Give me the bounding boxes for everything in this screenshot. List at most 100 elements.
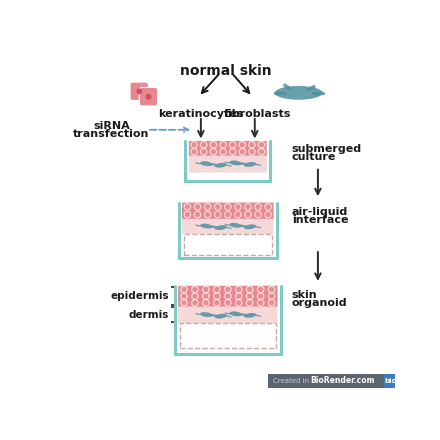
Ellipse shape — [200, 161, 213, 166]
Circle shape — [214, 211, 221, 218]
Circle shape — [257, 300, 264, 306]
Circle shape — [259, 301, 263, 305]
Circle shape — [224, 293, 231, 299]
Circle shape — [186, 213, 189, 216]
Ellipse shape — [244, 162, 256, 167]
Circle shape — [270, 287, 274, 291]
Circle shape — [231, 143, 235, 147]
Text: normal skin: normal skin — [180, 63, 271, 77]
FancyBboxPatch shape — [178, 286, 278, 307]
Circle shape — [235, 286, 242, 293]
Circle shape — [235, 300, 242, 306]
Circle shape — [192, 286, 198, 293]
Ellipse shape — [244, 313, 256, 318]
FancyBboxPatch shape — [189, 141, 267, 156]
Ellipse shape — [215, 163, 227, 168]
Circle shape — [259, 287, 263, 291]
Circle shape — [205, 204, 211, 210]
Circle shape — [192, 293, 198, 299]
Circle shape — [210, 149, 216, 155]
Circle shape — [203, 293, 209, 299]
Circle shape — [205, 205, 209, 209]
Ellipse shape — [229, 161, 242, 165]
Circle shape — [203, 286, 209, 293]
Circle shape — [256, 205, 260, 209]
Bar — [384, 374, 398, 388]
Bar — [268, 374, 387, 388]
Circle shape — [186, 205, 189, 209]
Circle shape — [239, 142, 246, 148]
Circle shape — [235, 293, 242, 299]
FancyBboxPatch shape — [130, 82, 148, 100]
Circle shape — [257, 286, 264, 293]
Circle shape — [212, 150, 215, 154]
Text: skin: skin — [292, 290, 317, 300]
Circle shape — [182, 287, 186, 291]
Text: epidermis: epidermis — [111, 291, 169, 301]
Circle shape — [248, 287, 252, 291]
Circle shape — [257, 293, 264, 299]
Circle shape — [259, 294, 263, 298]
Circle shape — [215, 301, 219, 305]
Circle shape — [260, 150, 264, 154]
Circle shape — [245, 204, 251, 210]
Text: culture: culture — [292, 152, 336, 162]
FancyBboxPatch shape — [182, 202, 274, 219]
Circle shape — [216, 205, 220, 209]
Circle shape — [193, 301, 197, 305]
Circle shape — [258, 149, 265, 155]
Text: transfection: transfection — [73, 129, 150, 139]
Ellipse shape — [229, 312, 242, 316]
Circle shape — [210, 142, 216, 148]
Circle shape — [246, 300, 253, 306]
Text: organoid: organoid — [292, 298, 347, 308]
Circle shape — [246, 286, 253, 293]
Circle shape — [265, 211, 271, 218]
Bar — [180, 323, 275, 348]
FancyBboxPatch shape — [139, 88, 158, 106]
Circle shape — [184, 211, 191, 218]
Circle shape — [196, 213, 199, 216]
Circle shape — [215, 294, 219, 298]
Circle shape — [246, 205, 250, 209]
Circle shape — [256, 213, 260, 216]
Circle shape — [237, 294, 241, 298]
Circle shape — [246, 213, 250, 216]
Ellipse shape — [200, 224, 213, 228]
Circle shape — [220, 142, 226, 148]
Circle shape — [224, 300, 231, 306]
Circle shape — [182, 301, 186, 305]
Circle shape — [224, 211, 231, 218]
Circle shape — [204, 294, 208, 298]
FancyBboxPatch shape — [182, 218, 274, 234]
Text: siRNA: siRNA — [93, 121, 130, 131]
Circle shape — [214, 286, 220, 293]
Ellipse shape — [275, 86, 323, 100]
Ellipse shape — [229, 223, 242, 228]
Circle shape — [203, 300, 209, 306]
Text: BioRender.com: BioRender.com — [310, 376, 375, 385]
Text: Created in: Created in — [273, 378, 312, 384]
Circle shape — [182, 294, 186, 298]
Circle shape — [202, 143, 205, 147]
Circle shape — [136, 88, 142, 94]
Circle shape — [266, 205, 270, 209]
Circle shape — [221, 150, 225, 154]
Circle shape — [181, 300, 187, 306]
Text: interface: interface — [292, 215, 348, 225]
Circle shape — [235, 211, 241, 218]
Circle shape — [240, 143, 244, 147]
Circle shape — [237, 287, 241, 291]
Circle shape — [214, 300, 220, 306]
Circle shape — [249, 149, 255, 155]
Circle shape — [181, 293, 187, 299]
Circle shape — [194, 211, 201, 218]
FancyBboxPatch shape — [189, 155, 267, 172]
Circle shape — [192, 300, 198, 306]
Circle shape — [205, 213, 209, 216]
Circle shape — [226, 301, 230, 305]
Circle shape — [240, 150, 244, 154]
Circle shape — [212, 143, 215, 147]
Circle shape — [184, 204, 191, 210]
Circle shape — [270, 301, 274, 305]
